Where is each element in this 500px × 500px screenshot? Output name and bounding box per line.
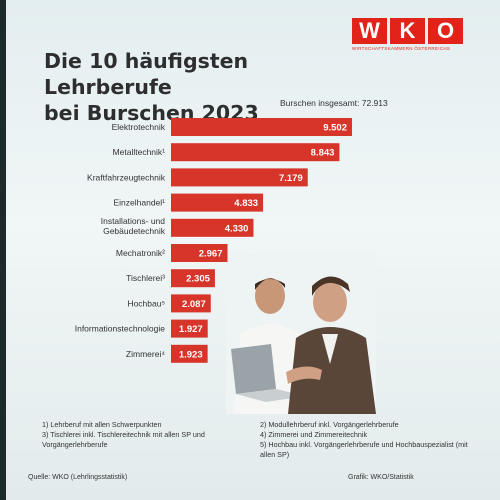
logo-letter-w: W [352, 18, 387, 44]
value-label-7: 2.305 [186, 274, 210, 285]
bar-4 [171, 193, 264, 212]
bar-1 [171, 118, 352, 136]
bar-9 [171, 319, 208, 338]
bar-10 [171, 344, 208, 363]
logo-letter-k: K [390, 18, 425, 44]
category-label-3: Kraftfahrzeugtechnik [87, 172, 166, 182]
value-label-9: 1.927 [179, 324, 203, 335]
bar-6 [171, 244, 228, 262]
bar-5 [171, 218, 254, 237]
category-label-4: Einzelhandel¹ [113, 198, 165, 208]
category-label-9: Informationstechnologie [75, 324, 166, 334]
bar-8 [171, 294, 211, 313]
graphic-credit: Grafik: WKO/Statistik [348, 474, 414, 481]
value-label-3: 7.179 [279, 173, 303, 184]
value-label-2: 8.843 [311, 148, 335, 159]
value-label-10: 1.923 [179, 349, 203, 360]
source-note: Quelle: WKO (Lehrlingsstatistik) [28, 474, 128, 481]
value-label-1: 9.502 [323, 123, 347, 134]
total-label: Burschen insgesamt: 72.913 [280, 98, 388, 108]
value-label-6: 2.967 [199, 249, 223, 260]
category-label-2: Metalltechnik¹ [113, 147, 166, 157]
value-label-5: 4.330 [225, 223, 249, 234]
projection-screen: Die 10 häufigsten Lehrberufe bei Bursche… [6, 0, 500, 500]
category-label-8: Hochbau⁵ [127, 298, 165, 308]
value-label-8: 2.087 [182, 299, 206, 310]
slide: Die 10 häufigsten Lehrberufe bei Bursche… [28, 14, 488, 494]
wko-logo: W K O WIRTSCHAFTSKAMMERN ÖSTERREICHS [352, 18, 470, 56]
value-label-4: 4.833 [234, 198, 258, 209]
footnote-1: 1) Lehrberuf mit allen Schwerpunkten [42, 420, 162, 429]
students-photo [226, 254, 376, 414]
category-label-5: Installations- und Gebäudetechnik [101, 216, 166, 236]
category-label-10: Zimmerei⁴ [126, 349, 165, 359]
title-line-1: Die 10 häufigsten Lehrberufe [44, 49, 249, 99]
footnote-2: 2) Modullehrberuf inkl. Vorgängerlehrber… [260, 420, 399, 429]
bar-chart: 9.502 Elektrotechnik 8.843 Metalltechnik¹ 7.… [75, 118, 352, 363]
logo-letter-o: O [428, 18, 463, 44]
logo-subtitle: WIRTSCHAFTSKAMMERN ÖSTERREICHS [352, 46, 451, 51]
category-label-7: Tischlerei³ [126, 273, 165, 283]
bar-2 [171, 143, 340, 162]
category-label-6: Mechatronik² [116, 248, 165, 258]
footnote-4: 4) Zimmerei und Zimmereitechnik [260, 430, 368, 439]
footnote-5: 5) Hochbau inkl. Vorgängerlehrberufe und… [260, 440, 468, 459]
bar-3 [171, 168, 308, 187]
category-label-1: Elektrotechnik [112, 122, 166, 132]
bar-7 [171, 269, 215, 288]
footnote-3: 3) Tischlerei inkl. Tischlereitechnik mi… [42, 430, 205, 449]
